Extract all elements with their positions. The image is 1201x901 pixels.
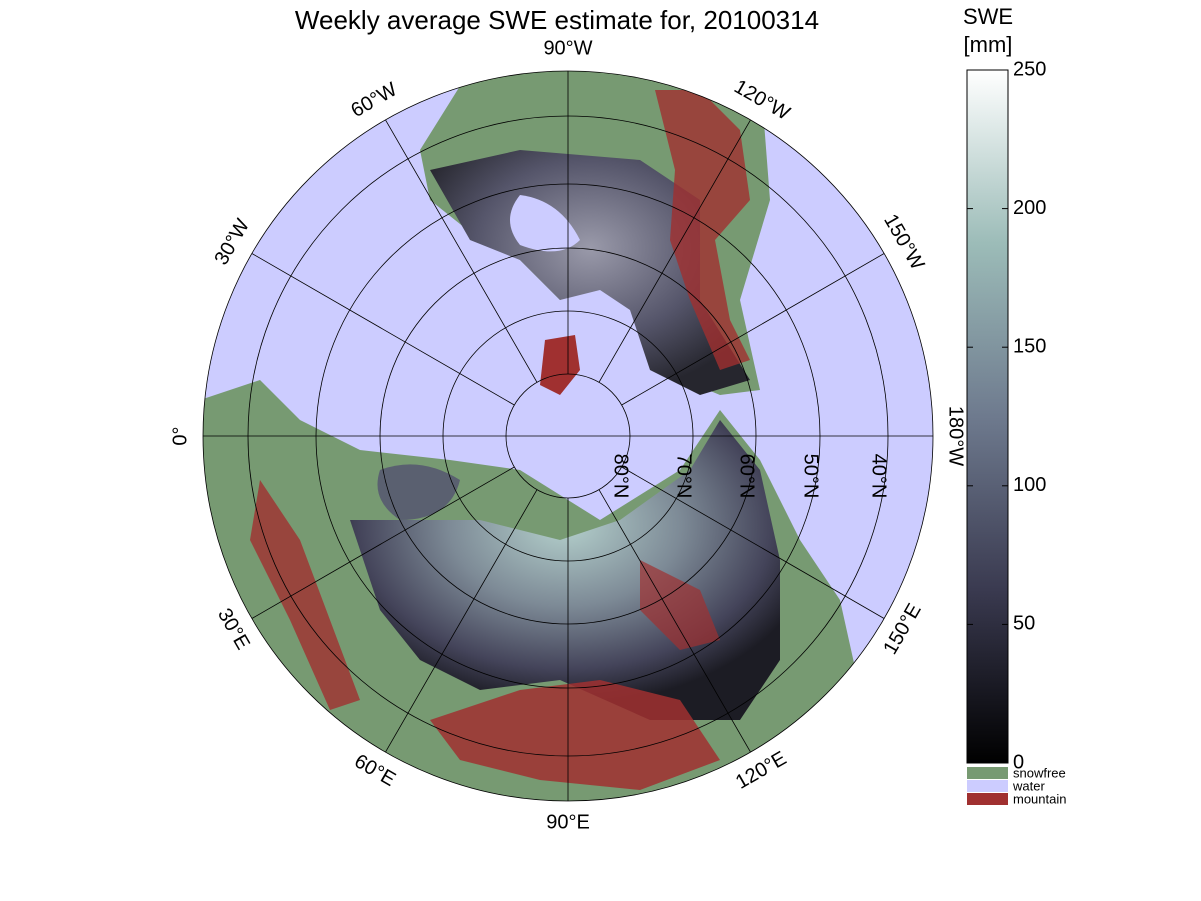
colorbar-tick-label: 50	[1013, 613, 1035, 635]
colorbar-tick-label: 0	[1013, 751, 1024, 773]
colorbar-tick-label: 250	[1013, 58, 1046, 80]
latitude-label: 60°N	[736, 454, 758, 499]
rockies-mountain	[655, 90, 750, 370]
longitude-label: 60°E	[350, 750, 399, 791]
meridian-line	[251, 466, 515, 619]
north-america-snow	[430, 150, 750, 395]
greenland-mountain	[540, 335, 580, 395]
latitude-label: 70°N	[673, 454, 695, 499]
meridian-line	[385, 119, 538, 383]
colorbar-title: SWE	[963, 4, 1013, 29]
latitude-label: 40°N	[868, 454, 890, 499]
meridian-line	[621, 253, 885, 406]
latitude-label: 50°N	[800, 454, 822, 499]
meridian-line	[385, 489, 538, 753]
colorbar	[966, 69, 1009, 764]
latitude-label: 80°N	[610, 454, 632, 499]
colorbar-tick-label: 150	[1013, 335, 1046, 357]
longitude-label: 90°E	[546, 811, 590, 833]
colorbar-tick-label: 200	[1013, 197, 1046, 219]
map-disk	[203, 71, 933, 801]
meridian-line	[598, 489, 751, 753]
graticule	[202, 70, 934, 802]
title: Weekly average SWE estimate for, 2010031…	[295, 5, 819, 35]
colorbar-tick-label: 100	[1013, 474, 1046, 496]
meridian-line	[251, 253, 515, 406]
meridian-line	[621, 466, 885, 619]
longitude-label: 180°W	[945, 406, 967, 466]
legend-swatch	[967, 767, 1008, 779]
legend-label: snowfree	[1013, 765, 1066, 780]
legend-swatch	[967, 780, 1008, 792]
longitude-label: 0°	[169, 426, 191, 445]
central-asia-mountain	[430, 680, 720, 790]
meridian-line	[598, 119, 751, 383]
eurasia-snow	[350, 420, 780, 720]
longitude-label: 90°W	[543, 37, 592, 59]
colorbar-title: [mm]	[964, 32, 1013, 57]
legend-swatch	[967, 793, 1008, 805]
siberia-mountain	[640, 560, 720, 650]
longitude-label: 30°E	[213, 605, 254, 654]
scandinavia-snow	[377, 464, 460, 520]
legend-label: mountain	[1013, 791, 1066, 806]
legend-label: water	[1012, 778, 1045, 793]
hudson-bay	[510, 195, 580, 252]
